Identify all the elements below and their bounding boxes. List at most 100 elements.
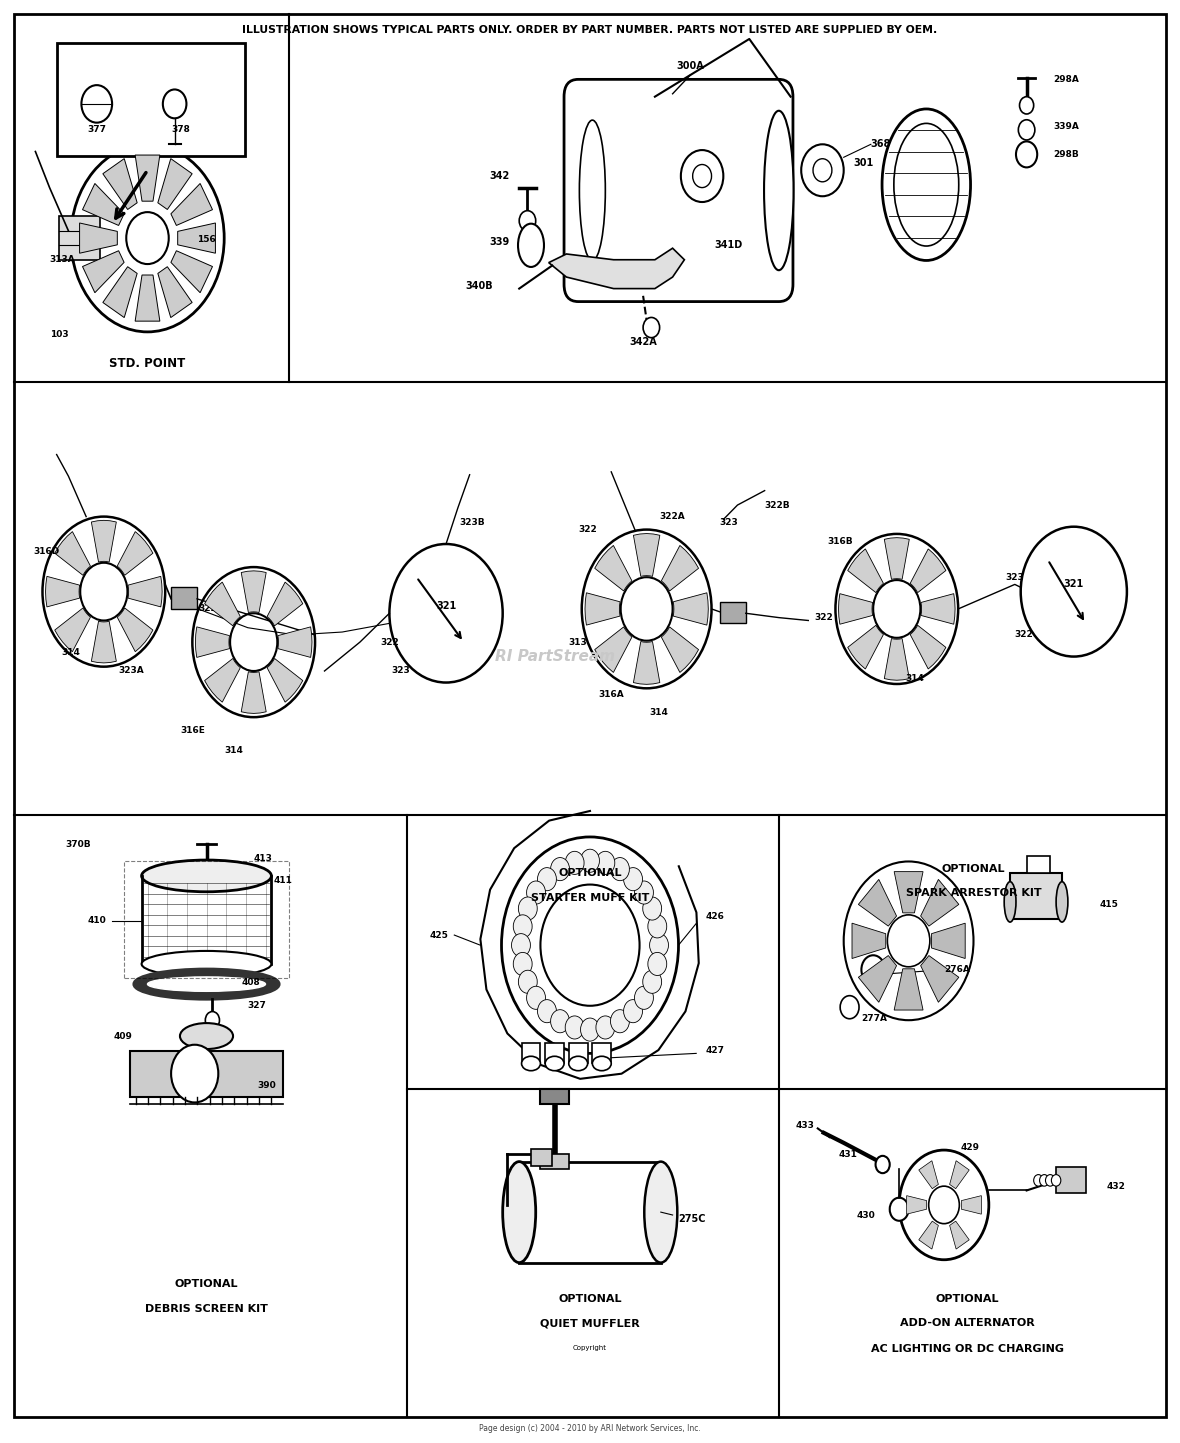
Polygon shape [858,879,897,926]
Polygon shape [661,545,699,592]
Circle shape [1016,141,1037,167]
Polygon shape [158,159,192,209]
Text: 322: 322 [814,613,833,622]
Circle shape [648,915,667,938]
Circle shape [126,212,169,264]
Ellipse shape [518,224,544,267]
Polygon shape [241,672,267,713]
Polygon shape [894,968,923,1010]
Circle shape [835,534,958,684]
Bar [540,1089,569,1104]
Bar [720,602,746,623]
Polygon shape [674,593,708,625]
Text: 341D: 341D [714,241,742,250]
Circle shape [635,882,654,905]
Text: RI PartStream: RI PartStream [494,649,615,664]
Text: 339A: 339A [1054,123,1080,131]
Polygon shape [136,154,159,201]
Ellipse shape [894,123,959,245]
Text: 321: 321 [435,602,457,610]
Circle shape [844,861,973,1020]
Text: 276A: 276A [944,965,970,974]
Circle shape [551,1010,570,1033]
Text: OPTIONAL: OPTIONAL [175,1280,238,1289]
Bar [57,43,245,156]
Text: 340B: 340B [466,281,493,290]
Text: STARTER MUFF KIT: STARTER MUFF KIT [531,893,649,902]
Polygon shape [91,622,117,662]
Polygon shape [920,955,959,1003]
Text: Copyright: Copyright [573,1345,607,1351]
Ellipse shape [569,1056,588,1071]
Circle shape [887,915,930,967]
Polygon shape [91,521,117,561]
Polygon shape [158,267,192,317]
Polygon shape [204,658,241,703]
Circle shape [163,89,186,118]
Polygon shape [950,1221,969,1250]
Polygon shape [910,548,946,593]
Circle shape [230,613,277,671]
Circle shape [801,144,844,196]
Text: 323: 323 [1005,573,1024,582]
Text: 322: 322 [1015,631,1034,639]
Text: OPTIONAL: OPTIONAL [558,1294,622,1303]
Text: 433: 433 [795,1121,814,1130]
Polygon shape [83,251,124,293]
Circle shape [511,934,531,957]
Circle shape [518,898,537,921]
Polygon shape [171,251,212,293]
Polygon shape [852,924,886,958]
Circle shape [623,1000,642,1023]
Ellipse shape [592,1056,611,1071]
Circle shape [623,867,642,890]
Circle shape [581,848,599,872]
Polygon shape [847,548,884,593]
Circle shape [538,867,557,890]
Circle shape [565,851,584,874]
Circle shape [519,211,536,231]
Polygon shape [79,224,117,253]
Polygon shape [950,1160,969,1189]
Text: 410: 410 [87,916,106,925]
Text: 368: 368 [871,140,891,149]
Ellipse shape [135,970,278,999]
Bar [130,1051,283,1097]
Text: OPTIONAL: OPTIONAL [936,1294,999,1303]
Polygon shape [595,545,632,592]
Text: 430: 430 [857,1211,876,1219]
Circle shape [643,898,662,921]
Polygon shape [884,639,910,680]
Text: 316D: 316D [33,547,59,556]
Circle shape [643,317,660,338]
Polygon shape [839,593,872,625]
Bar [522,1043,540,1063]
Circle shape [635,986,654,1009]
Bar [1056,1167,1086,1193]
Bar [519,1162,661,1263]
Ellipse shape [142,951,271,977]
Text: 322: 322 [578,525,597,534]
Bar [59,216,100,260]
Polygon shape [117,531,153,576]
Text: 314: 314 [649,709,668,717]
Circle shape [596,851,615,874]
Text: 321: 321 [1063,580,1084,589]
Circle shape [551,857,570,880]
Circle shape [648,952,667,975]
Circle shape [80,563,127,620]
Text: 339: 339 [490,238,510,247]
Circle shape [899,1150,989,1260]
Polygon shape [931,924,965,958]
Text: 323: 323 [392,667,411,675]
Circle shape [681,150,723,202]
Circle shape [890,1198,909,1221]
Text: AC LIGHTING OR DC CHARGING: AC LIGHTING OR DC CHARGING [871,1345,1064,1354]
Circle shape [596,1016,615,1039]
Text: 314: 314 [61,648,80,657]
Polygon shape [962,1196,982,1214]
Circle shape [610,857,629,880]
Polygon shape [919,1221,938,1250]
Circle shape [621,577,673,641]
Polygon shape [103,267,137,317]
